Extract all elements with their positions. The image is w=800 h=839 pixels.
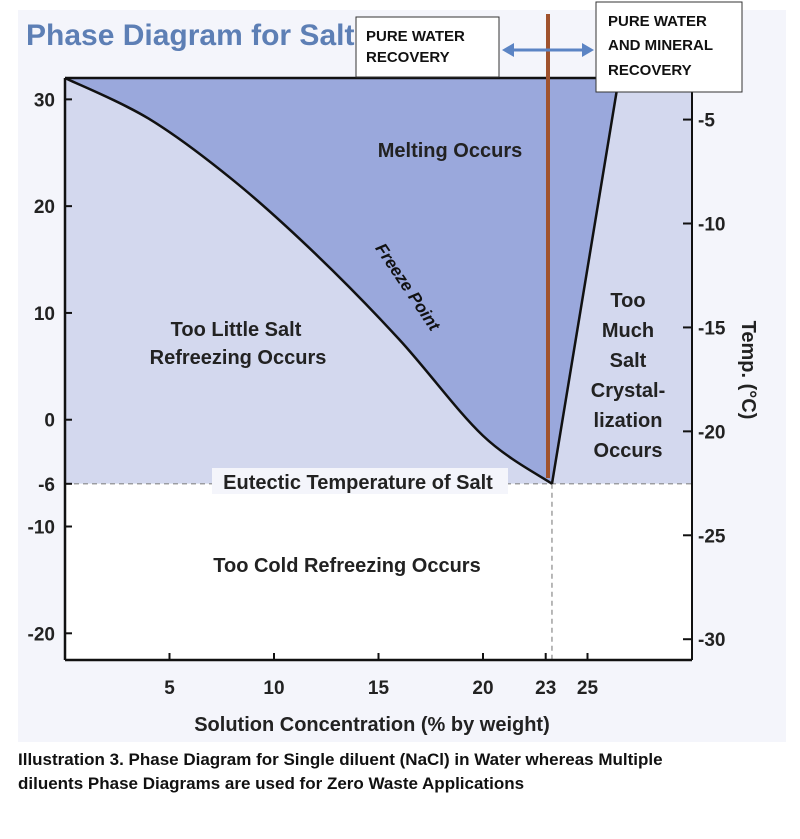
y-right-tick-label: -25 (698, 526, 726, 547)
x-tick-label: 20 (472, 678, 493, 699)
mineral-label-line3: RECOVERY (608, 62, 692, 79)
y-left-tick-label: -20 (28, 624, 55, 645)
mineral-label-line1: PURE WATER (608, 13, 707, 30)
chart-title: Phase Diagram for Salt (26, 19, 354, 52)
freeze-point-curve (64, 76, 553, 485)
too-much-salt-label-3: Salt (610, 350, 647, 372)
too-much-salt-label-6: Occurs (594, 440, 663, 462)
axes: 5 10 15 20 23 25 30 20 10 0 -6 -10 -20 -5 -10 -15 -20 -25… (28, 78, 726, 699)
y-right-tick-label: -10 (698, 215, 725, 236)
right-axis-label: Temp. (°C) (737, 321, 759, 420)
too-cold-label: Too Cold Refreezing Occurs (213, 555, 480, 577)
eutectic-label: Eutectic Temperature of Salt (223, 472, 493, 494)
x-tick-label: 10 (263, 678, 284, 699)
too-little-salt-label-2: Refreezing Occurs (150, 347, 327, 369)
eutectic-label-background (212, 468, 508, 494)
x-tick-label: 25 (577, 678, 599, 699)
y-left-tick-label: 30 (34, 90, 55, 111)
caption-line-1: Illustration 3. Phase Diagram for Single… (18, 750, 663, 769)
caption-line-2: diluents Phase Diagrams are used for Zer… (18, 774, 525, 793)
y-left-tick-label: 0 (44, 411, 55, 432)
x-tick-label: 5 (164, 678, 175, 699)
pure-water-recovery-box (355, 16, 500, 78)
mineral-recovery-box (595, 1, 743, 93)
figure-caption: Illustration 3. Phase Diagram for Single… (18, 748, 788, 796)
y-right-tick-label: -20 (698, 422, 725, 443)
y-right-tick-label: -15 (698, 318, 726, 339)
region-too-cold (65, 483, 692, 660)
too-much-salt-label-4: Crystal- (591, 380, 665, 402)
melting-label: Melting Occurs (378, 140, 522, 162)
double-arrow-icon (502, 43, 594, 57)
too-much-salt-label-1: Too (610, 290, 645, 312)
mineral-label-line2: AND MINERAL (608, 37, 713, 54)
too-much-salt-label-2: Much (602, 320, 654, 342)
pure-water-label-line1: PURE WATER (366, 28, 465, 45)
phase-diagram-chart: 5 10 15 20 23 25 30 20 10 0 -6 -10 -20 -5 -10 -15 -20 -25… (18, 1, 786, 742)
too-much-salt-label-5: lization (594, 410, 663, 432)
too-little-salt-label-1: Too Little Salt (171, 319, 302, 341)
y-left-tick-label: -6 (38, 475, 55, 496)
x-tick-label: 23 (535, 678, 556, 699)
pure-water-label-line2: RECOVERY (366, 49, 450, 66)
y-left-tick-label: 20 (34, 197, 55, 218)
region-melting-fill (65, 78, 619, 484)
y-left-tick-label: -10 (28, 518, 55, 539)
y-left-tick-label: 10 (34, 304, 55, 325)
saturation-boundary-line (550, 77, 621, 485)
y-right-tick-label: -5 (698, 111, 715, 132)
x-tick-label: 15 (368, 678, 390, 699)
x-axis-label: Solution Concentration (% by weight) (194, 714, 550, 736)
y-right-tick-label: -30 (698, 630, 725, 651)
